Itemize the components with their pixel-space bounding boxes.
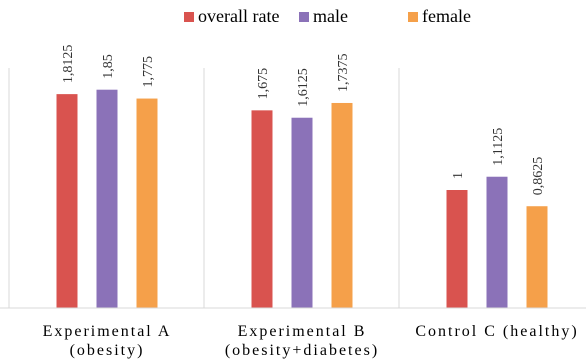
category-labels: Experimental A (obesity) Experimental B (ob… (43, 323, 578, 359)
data-label-1-1: 1,6125 (296, 68, 311, 107)
bar-0-2 (136, 98, 158, 308)
bar-2-0 (446, 190, 468, 308)
data-label-0-2: 1,775 (141, 56, 156, 88)
category-label-2-line-0: Control C (healthy) (415, 323, 578, 340)
bar-1-2 (331, 102, 353, 308)
bar-2-2 (526, 206, 548, 308)
legend-label-1: male (313, 6, 348, 26)
category-label-1-line-0: Experimental B (238, 323, 367, 340)
data-label-2-1: 1,1125 (491, 128, 506, 166)
legend-swatch-2 (408, 12, 418, 22)
legend-label-0: overall rate (198, 6, 279, 26)
data-label-1-0: 1,675 (256, 68, 271, 100)
bars (56, 89, 548, 308)
data-label-0-1: 1,85 (101, 54, 116, 79)
data-label-0-0: 1,8125 (61, 45, 76, 84)
data-labels: 1,8125 1,85 1,775 1,675 1,6125 1,7375 1 1,1125 0… (61, 45, 546, 196)
legend-swatch-1 (299, 12, 309, 22)
legend: overall rate male female (184, 6, 471, 26)
bar-2-1 (486, 176, 508, 308)
legend-label-2: female (422, 6, 471, 26)
bar-1-0 (251, 110, 273, 308)
category-label-1-line-1: (obesity+diabetes) (225, 342, 379, 359)
data-label-1-2: 1,7375 (336, 53, 351, 92)
bar-1-1 (291, 117, 313, 308)
legend-swatch-0 (184, 12, 194, 22)
bar-0-0 (56, 94, 78, 308)
bar-0-1 (96, 89, 118, 308)
data-label-2-2: 0,8625 (531, 157, 546, 196)
data-label-2-0: 1 (451, 172, 466, 179)
category-separators (8, 68, 400, 308)
category-label-0-line-1: (obesity) (70, 342, 145, 359)
category-label-0-line-0: Experimental A (43, 323, 172, 340)
